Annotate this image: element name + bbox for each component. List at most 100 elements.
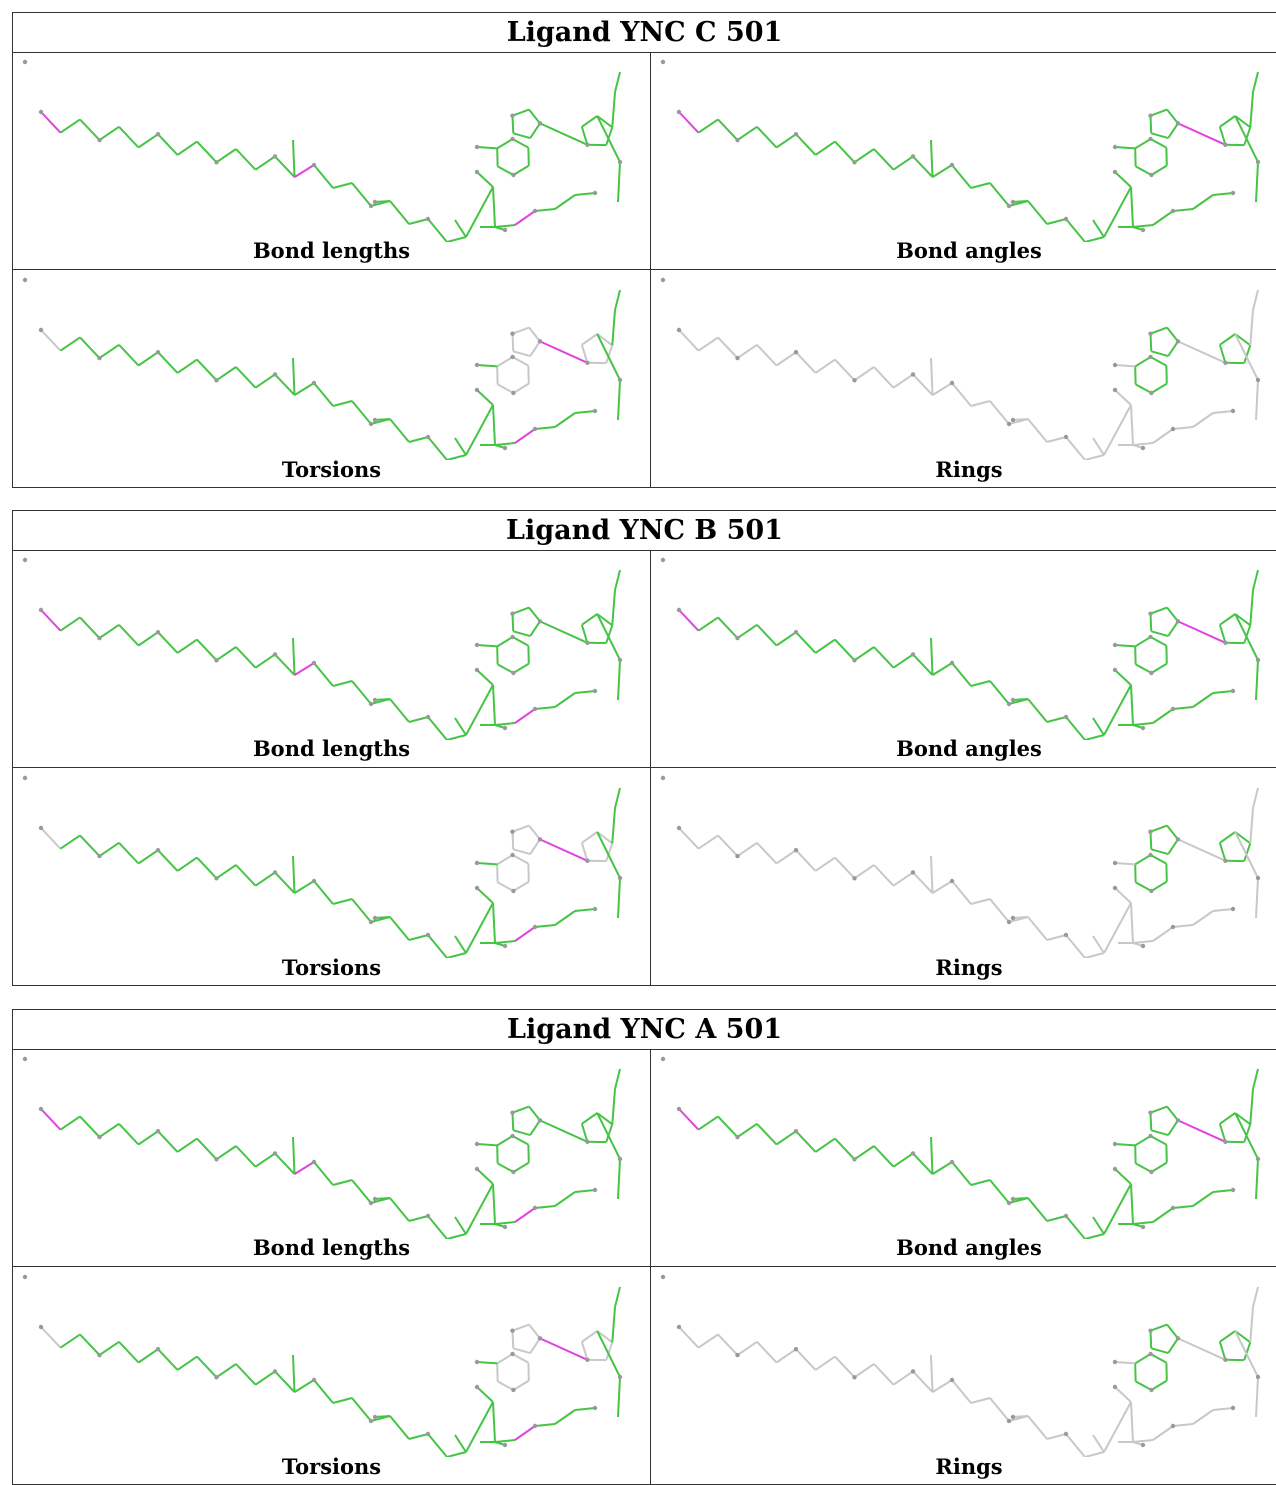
bond xyxy=(575,909,595,911)
bond xyxy=(952,881,971,904)
atom xyxy=(510,137,514,141)
molecule xyxy=(651,768,1276,958)
bond xyxy=(1173,707,1193,709)
bond xyxy=(493,1402,495,1442)
atom xyxy=(1176,339,1180,343)
bond xyxy=(971,401,990,406)
bond xyxy=(495,723,515,725)
bond xyxy=(1115,1144,1135,1145)
bond xyxy=(738,345,758,358)
bond xyxy=(41,330,61,351)
bond xyxy=(738,127,758,140)
bond xyxy=(256,374,276,387)
atom xyxy=(661,60,665,64)
panel: Bond angles xyxy=(650,1049,1276,1267)
atom xyxy=(373,418,377,422)
atom xyxy=(585,361,589,365)
panel-caption: Bond lengths xyxy=(13,238,650,263)
bond xyxy=(256,1153,276,1166)
atom xyxy=(1231,409,1235,413)
atom xyxy=(503,726,507,730)
bond xyxy=(1253,788,1258,808)
bond xyxy=(493,1184,495,1224)
atom xyxy=(533,1206,537,1210)
atom xyxy=(1148,114,1152,118)
bond xyxy=(236,865,256,886)
bond xyxy=(236,1364,256,1385)
atom xyxy=(23,278,27,282)
atom xyxy=(1011,418,1015,422)
bond xyxy=(529,1107,540,1121)
bond xyxy=(513,637,529,646)
bond xyxy=(1150,1331,1151,1349)
atom xyxy=(911,154,915,158)
bond xyxy=(933,663,953,675)
bond xyxy=(314,165,333,188)
atom xyxy=(735,1135,739,1139)
bond xyxy=(477,1387,493,1402)
atom xyxy=(950,381,954,385)
bond xyxy=(540,123,587,144)
bond xyxy=(575,193,595,195)
atom xyxy=(618,378,622,382)
bond xyxy=(1220,614,1235,625)
atom xyxy=(1064,217,1068,221)
bond xyxy=(1250,590,1253,625)
bond xyxy=(100,1342,120,1355)
bond xyxy=(256,156,276,169)
bond xyxy=(1133,1222,1153,1224)
bond xyxy=(1047,437,1066,442)
bond xyxy=(515,211,535,225)
bond xyxy=(618,162,620,202)
atom xyxy=(1149,889,1153,893)
atom xyxy=(273,652,277,656)
bond xyxy=(1167,1107,1178,1121)
atom xyxy=(677,110,681,114)
bond xyxy=(333,1398,352,1403)
bond xyxy=(178,1139,198,1152)
atom xyxy=(475,170,479,174)
bond xyxy=(1193,195,1213,209)
bond xyxy=(477,645,497,646)
bond xyxy=(375,1416,390,1417)
atom xyxy=(214,1375,218,1379)
atom xyxy=(273,154,277,158)
bond xyxy=(275,374,295,395)
panel-caption: Rings xyxy=(651,457,1276,482)
atom xyxy=(593,907,597,911)
bond xyxy=(757,127,777,148)
bond xyxy=(409,219,428,224)
bond xyxy=(1178,621,1225,642)
atom xyxy=(156,1347,160,1351)
bond xyxy=(515,927,535,941)
bond xyxy=(1220,1331,1235,1342)
bond xyxy=(1115,863,1135,864)
bond xyxy=(612,92,615,127)
bond xyxy=(295,383,315,395)
bond xyxy=(80,1116,100,1137)
bond xyxy=(1151,1136,1167,1145)
bond xyxy=(1193,1410,1213,1424)
bond xyxy=(1151,133,1168,138)
bond xyxy=(575,691,595,693)
atom xyxy=(585,143,589,147)
bond xyxy=(61,835,81,848)
atom xyxy=(1231,1406,1235,1410)
bond xyxy=(333,183,352,188)
atom xyxy=(1148,1329,1152,1333)
bond xyxy=(835,1357,855,1378)
bond xyxy=(41,1327,61,1348)
bond xyxy=(618,1377,620,1417)
atom xyxy=(475,886,479,890)
bond xyxy=(952,383,971,406)
bond xyxy=(1167,110,1178,124)
bond xyxy=(390,1416,409,1439)
bond xyxy=(1133,1440,1153,1442)
bond xyxy=(512,826,529,832)
bond xyxy=(931,140,933,177)
atom xyxy=(156,630,160,634)
atom xyxy=(273,372,277,376)
bond xyxy=(41,1109,61,1130)
bond xyxy=(1135,637,1150,646)
bond xyxy=(236,149,256,170)
